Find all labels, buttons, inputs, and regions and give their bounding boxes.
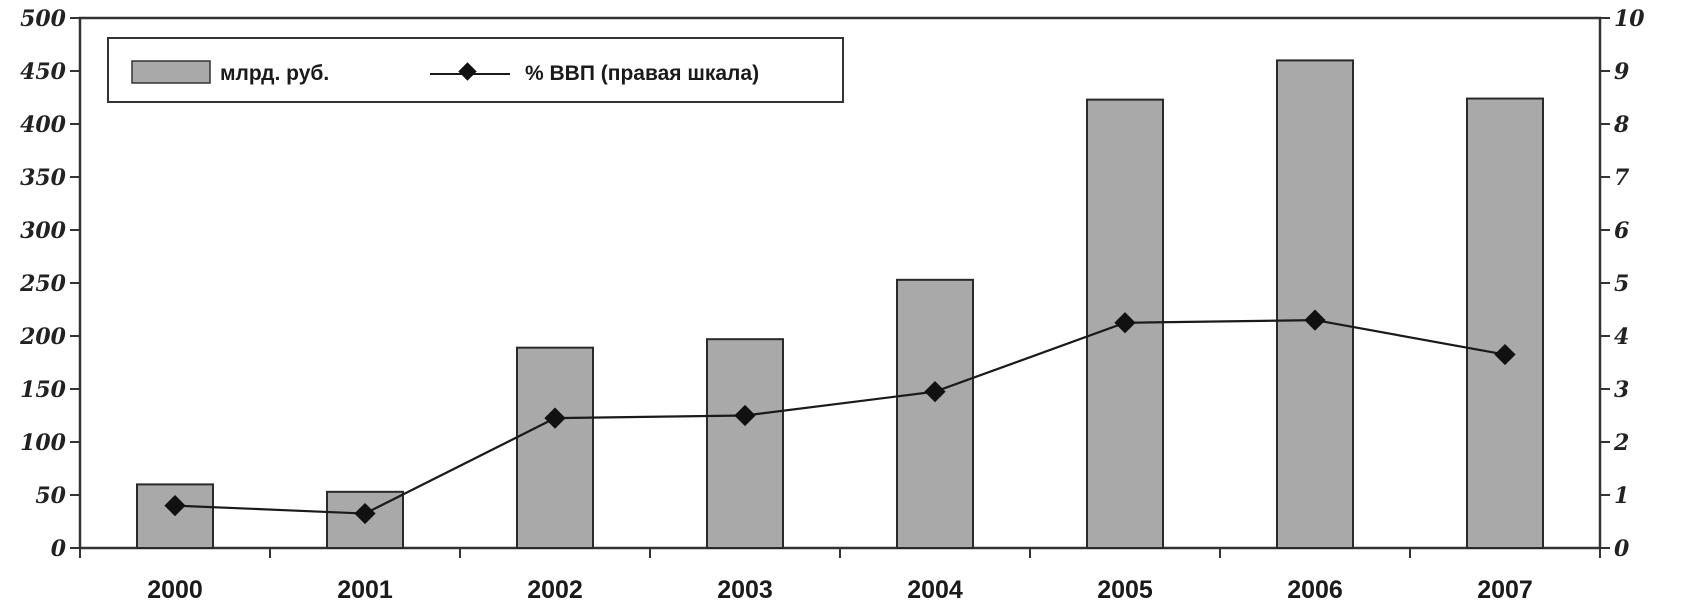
x-tick-label: 2006 (1287, 576, 1343, 604)
axes: 0 50 100 150 200 250 300 350 400 450 500 0 1 2 3 4 5 6 7 8 9… (19, 6, 1645, 604)
x-tick-label: 2000 (147, 576, 203, 604)
x-tick-label: 2002 (527, 576, 583, 604)
marker-2002 (544, 407, 566, 429)
line-path (174, 318, 1506, 515)
left-tick-label: 250 (19, 271, 67, 297)
left-tick-label: 50 (35, 483, 66, 509)
right-tick-label: 2 (1613, 430, 1629, 456)
left-tick-label: 500 (20, 6, 67, 32)
left-tick-label: 0 (51, 536, 67, 562)
marker-2004 (924, 381, 946, 403)
legend-label-bars: млрд. руб. (220, 62, 329, 85)
legend-swatch-bars (131, 60, 211, 84)
right-tick-label: 9 (1614, 59, 1629, 85)
x-tick-label: 2005 (1097, 576, 1153, 604)
left-tick-label: 100 (20, 430, 67, 456)
left-tick-label: 450 (20, 59, 67, 85)
right-tick-label: 1 (1614, 483, 1629, 509)
right-tick-label: 5 (1614, 271, 1629, 297)
right-tick-label: 0 (1614, 536, 1630, 562)
x-tick-label: 2003 (717, 576, 773, 604)
x-tick-label: 2001 (337, 576, 393, 604)
right-tick-label: 7 (1614, 165, 1630, 191)
x-tick-label: 2007 (1477, 576, 1533, 604)
bar-2004 (896, 278, 974, 549)
bar-series (136, 59, 1544, 550)
right-tick-label: 8 (1613, 112, 1629, 138)
left-tick-label: 200 (19, 324, 67, 350)
bar-2003 (706, 338, 784, 549)
marker-2003 (734, 404, 756, 427)
right-tick-label: 6 (1614, 218, 1629, 244)
bar-2006 (1276, 59, 1354, 550)
x-tick-label: 2004 (907, 576, 963, 604)
legend: млрд. руб. % ВВП (правая шкала) (107, 37, 844, 103)
left-tick-label: 150 (20, 377, 67, 403)
left-tick-label: 400 (20, 112, 67, 138)
legend-label-line: % ВВП (правая шкала) (525, 62, 759, 85)
left-tick-label: 350 (20, 165, 67, 191)
right-tick-label: 10 (1614, 6, 1645, 32)
right-tick-label: 3 (1614, 377, 1629, 403)
legend-box (107, 37, 844, 103)
right-tick-label: 4 (1614, 324, 1629, 350)
bar-2007 (1466, 97, 1544, 549)
legend-marker (458, 62, 477, 81)
left-tick-label: 300 (20, 218, 67, 244)
bar-2002 (516, 346, 594, 549)
